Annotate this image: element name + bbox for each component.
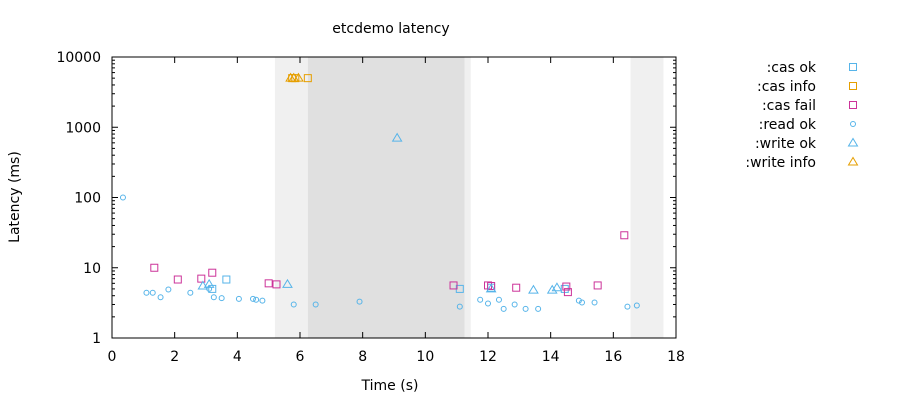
point-read-ok: [511, 301, 518, 308]
point-read-ok: [235, 295, 242, 302]
y-tick-label: 1000: [65, 120, 101, 136]
legend-marker-write-info: [847, 156, 859, 166]
legend-marker-cas-fail: [849, 101, 857, 109]
point-write-ok: [391, 132, 403, 142]
legend-marker-cas-ok: [849, 63, 857, 71]
point-write-info: [293, 72, 304, 82]
point-read-ok: [633, 302, 640, 309]
y-tick-label: 100: [74, 191, 101, 207]
legend-label-cas-info: :cas info: [757, 79, 816, 95]
legend-marker-read-ok: [850, 121, 856, 127]
legend-label-cas-fail: :cas fail: [762, 98, 816, 114]
point-cas-fail: [563, 288, 572, 297]
point-cas-fail: [264, 279, 273, 288]
shaded-bands: [274, 57, 664, 338]
point-read-ok: [312, 301, 319, 308]
point-read-ok: [456, 303, 463, 310]
point-read-ok: [187, 289, 194, 296]
y-axis-label: Latency (ms): [7, 151, 23, 243]
point-read-ok: [218, 295, 225, 302]
point-read-ok: [535, 305, 542, 312]
point-read-ok: [250, 295, 256, 302]
point-write-ok: [546, 284, 558, 294]
y-tick-label: 1: [92, 331, 101, 347]
x-tick-label: 0: [108, 349, 117, 365]
point-read-ok: [149, 289, 156, 296]
shaded-band-2: [464, 57, 471, 338]
legend-label-cas-ok: :cas ok: [767, 60, 817, 76]
x-tick-label: 14: [542, 349, 560, 365]
plot-frame: [111, 56, 677, 339]
point-read-ok: [477, 296, 484, 303]
legend-marker-cas-info: [849, 82, 857, 90]
point-cas-fail: [272, 280, 281, 289]
point-read-ok: [119, 194, 126, 201]
shaded-band-0: [274, 57, 308, 338]
point-cas-fail: [173, 275, 182, 284]
shaded-band-1: [307, 57, 465, 338]
x-tick-label: 12: [479, 349, 497, 365]
point-read-ok: [143, 289, 150, 296]
point-write-ok: [197, 280, 209, 290]
point-read-ok: [522, 305, 529, 312]
y-tick-label: 10: [83, 261, 101, 277]
legend-marker-write-ok: [847, 137, 859, 147]
x-tick-label: 8: [358, 349, 367, 365]
legend-label-read-ok: :read ok: [759, 117, 817, 133]
point-read-ok: [210, 294, 217, 301]
point-read-ok: [157, 294, 164, 301]
point-read-ok: [500, 305, 507, 312]
point-read-ok: [575, 297, 582, 304]
axis-ticks: 0 2 4 6 8 10 12 14 16 18 1 10 100 1000 10000: [56, 50, 684, 365]
point-cas-fail: [487, 281, 496, 290]
point-read-ok: [579, 299, 585, 306]
chart-title: etcdemo latency: [332, 21, 449, 37]
point-cas-fail: [449, 281, 458, 290]
point-cas-fail: [150, 263, 159, 272]
point-read-ok: [356, 298, 363, 305]
point-cas-fail: [208, 268, 217, 277]
point-read-ok: [253, 296, 260, 303]
x-axis-label: Time (s): [361, 378, 419, 394]
point-write-ok: [485, 283, 497, 293]
point-read-ok: [591, 299, 598, 306]
point-write-ok: [528, 284, 539, 294]
point-read-ok: [495, 296, 502, 303]
x-tick-label: 16: [604, 349, 622, 365]
legend: :cas ok :cas info :cas fail :read ok :write …: [745, 60, 859, 171]
point-read-ok: [624, 303, 631, 310]
data-points: [119, 72, 640, 312]
x-tick-label: 18: [667, 349, 685, 365]
x-tick-label: 4: [233, 349, 242, 365]
x-tick-label: 2: [170, 349, 179, 365]
point-read-ok: [259, 297, 266, 304]
x-tick-label: 6: [296, 349, 305, 365]
legend-label-write-ok: :write ok: [755, 136, 817, 152]
point-read-ok: [290, 301, 297, 308]
point-cas-fail: [593, 281, 602, 290]
legend-label-write-info: :write info: [745, 155, 816, 171]
point-cas-ok: [222, 275, 231, 284]
point-write-ok: [203, 278, 215, 288]
point-cas-fail: [512, 283, 521, 292]
x-tick-label: 10: [416, 349, 434, 365]
point-cas-fail: [197, 274, 206, 283]
point-write-ok: [551, 282, 563, 292]
point-cas-info: [303, 74, 312, 83]
point-cas-fail: [562, 282, 571, 291]
point-cas-fail: [620, 231, 629, 240]
point-read-ok: [485, 300, 491, 307]
point-write-ok: [282, 278, 293, 288]
shaded-band-3: [630, 57, 664, 338]
point-read-ok: [165, 286, 172, 293]
y-tick-label: 10000: [56, 50, 101, 66]
